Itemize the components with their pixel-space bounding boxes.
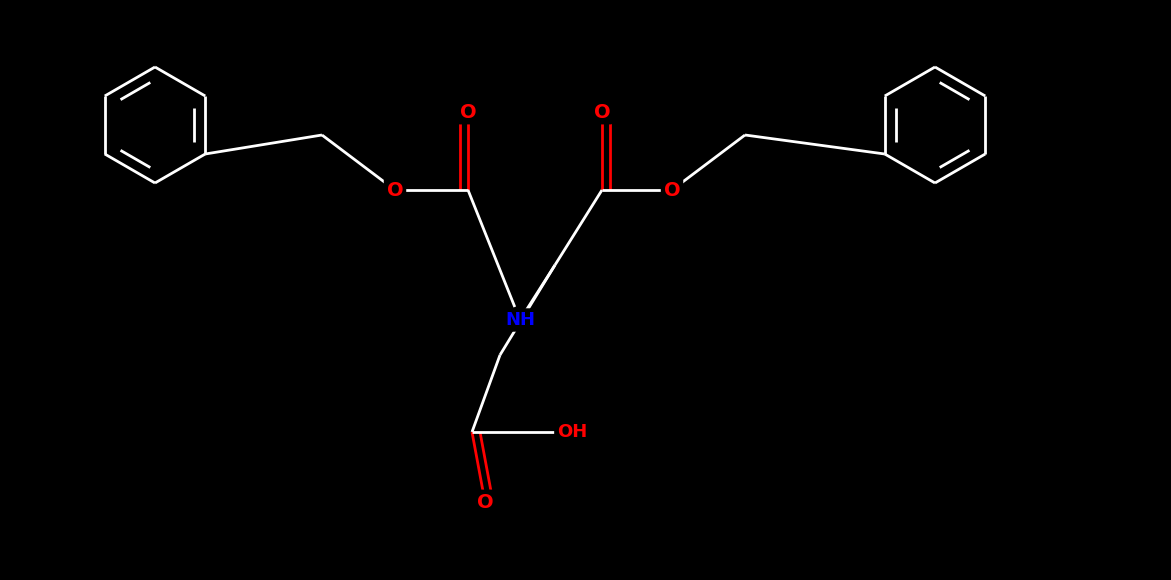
Text: NH: NH	[505, 311, 535, 329]
Text: OH: OH	[557, 423, 587, 441]
Text: O: O	[460, 103, 477, 121]
Text: O: O	[664, 180, 680, 200]
Text: O: O	[386, 180, 403, 200]
Text: O: O	[594, 103, 610, 121]
Text: O: O	[477, 492, 493, 512]
